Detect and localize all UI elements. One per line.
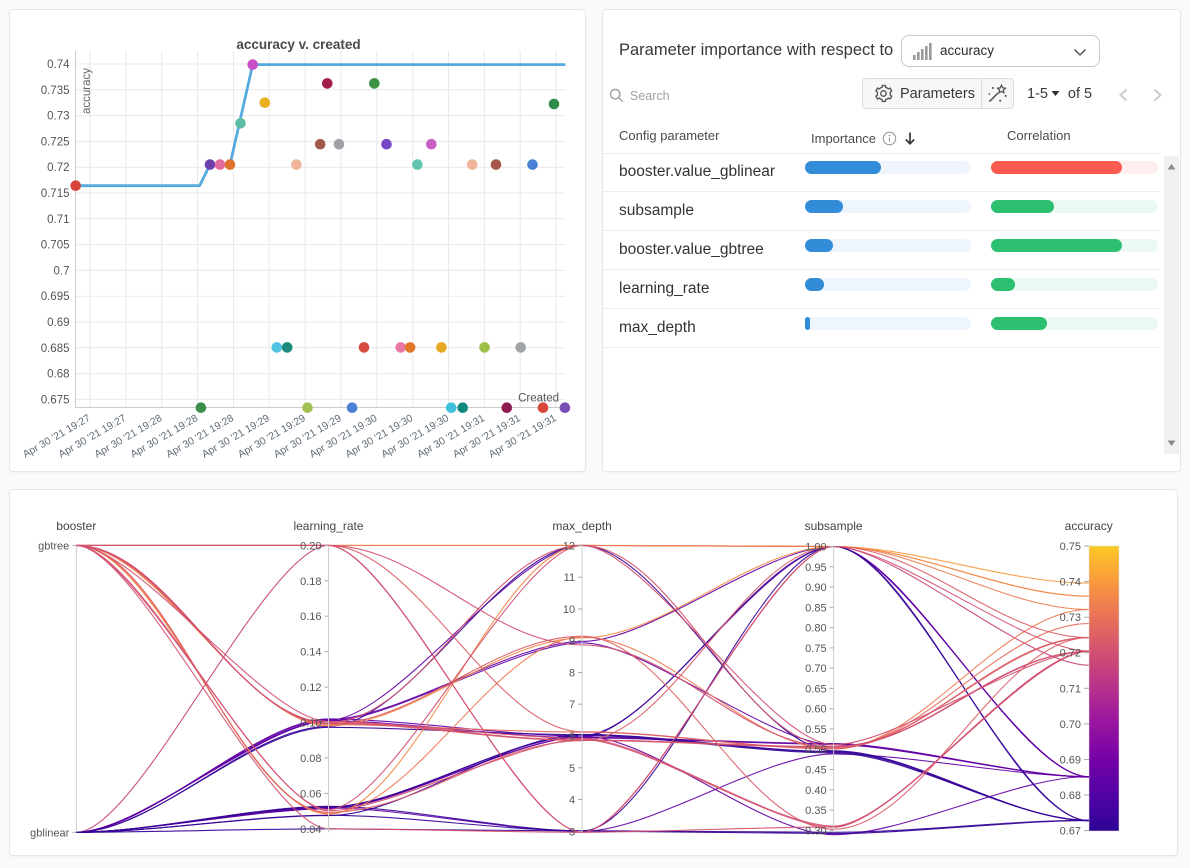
- svg-text:0.69: 0.69: [1060, 755, 1081, 767]
- svg-text:0.715: 0.715: [41, 188, 70, 200]
- svg-text:0.18: 0.18: [300, 576, 321, 588]
- svg-text:0.705: 0.705: [41, 240, 70, 252]
- svg-text:0.35: 0.35: [805, 805, 826, 817]
- svg-text:12: 12: [563, 540, 575, 552]
- svg-text:0.68: 0.68: [1060, 790, 1081, 802]
- svg-text:0.735: 0.735: [41, 85, 70, 97]
- svg-text:0.695: 0.695: [41, 291, 70, 303]
- svg-text:0.60: 0.60: [805, 704, 826, 716]
- svg-text:4: 4: [569, 795, 575, 807]
- svg-text:0.72: 0.72: [1060, 648, 1081, 660]
- svg-text:3: 3: [569, 826, 575, 838]
- svg-text:max_depth: max_depth: [552, 519, 611, 533]
- svg-text:0.20: 0.20: [300, 540, 321, 552]
- svg-text:gblinear: gblinear: [30, 827, 69, 839]
- svg-text:11: 11: [564, 572, 575, 584]
- svg-text:0.10: 0.10: [300, 718, 321, 730]
- svg-text:0.71: 0.71: [47, 214, 69, 226]
- svg-text:accuracy: accuracy: [81, 68, 93, 114]
- svg-text:0.68: 0.68: [47, 369, 69, 381]
- svg-text:0.55: 0.55: [805, 724, 826, 736]
- svg-text:0.675: 0.675: [41, 394, 70, 406]
- svg-text:0.14: 0.14: [300, 647, 321, 659]
- svg-text:0.30: 0.30: [805, 825, 826, 837]
- svg-text:subsample: subsample: [805, 519, 863, 533]
- svg-text:gbtree: gbtree: [38, 540, 69, 552]
- svg-text:0.12: 0.12: [300, 682, 321, 694]
- svg-text:0.16: 0.16: [300, 611, 321, 623]
- svg-text:0.74: 0.74: [1060, 577, 1081, 589]
- svg-text:0.73: 0.73: [1060, 612, 1081, 624]
- svg-text:0.70: 0.70: [805, 663, 826, 675]
- svg-text:6: 6: [569, 731, 575, 743]
- svg-text:1.00: 1.00: [805, 542, 826, 554]
- svg-text:7: 7: [569, 699, 575, 711]
- svg-text:Created: Created: [518, 393, 559, 405]
- svg-text:0.04: 0.04: [300, 824, 321, 836]
- svg-text:0.71: 0.71: [1060, 683, 1081, 695]
- svg-text:0.95: 0.95: [805, 562, 826, 574]
- svg-text:accuracy v. created: accuracy v. created: [236, 37, 360, 52]
- svg-text:0.80: 0.80: [805, 623, 826, 635]
- svg-text:0.06: 0.06: [300, 788, 321, 800]
- svg-text:learning_rate: learning_rate: [293, 519, 363, 533]
- svg-text:0.65: 0.65: [805, 683, 826, 695]
- svg-text:0.50: 0.50: [805, 744, 826, 756]
- svg-text:0.75: 0.75: [1060, 541, 1081, 553]
- svg-text:0.70: 0.70: [1060, 719, 1081, 731]
- svg-text:0.725: 0.725: [41, 136, 70, 148]
- svg-text:0.73: 0.73: [47, 111, 69, 123]
- svg-text:0.40: 0.40: [805, 785, 826, 797]
- svg-text:0.08: 0.08: [300, 753, 321, 765]
- svg-text:0.45: 0.45: [805, 765, 826, 777]
- svg-text:9: 9: [569, 636, 575, 648]
- svg-text:0.75: 0.75: [805, 643, 826, 655]
- svg-text:booster: booster: [56, 519, 96, 533]
- svg-text:0.85: 0.85: [805, 602, 826, 614]
- svg-text:8: 8: [569, 668, 575, 680]
- svg-text:0.67: 0.67: [1060, 826, 1081, 838]
- svg-text:10: 10: [563, 604, 575, 616]
- svg-text:0.72: 0.72: [47, 162, 69, 174]
- svg-text:0.69: 0.69: [47, 317, 69, 329]
- svg-text:0.7: 0.7: [54, 265, 70, 277]
- svg-text:0.74: 0.74: [47, 59, 70, 71]
- svg-text:5: 5: [569, 763, 575, 775]
- svg-text:accuracy: accuracy: [1065, 519, 1113, 533]
- svg-text:0.90: 0.90: [805, 582, 826, 594]
- svg-text:0.685: 0.685: [41, 343, 70, 355]
